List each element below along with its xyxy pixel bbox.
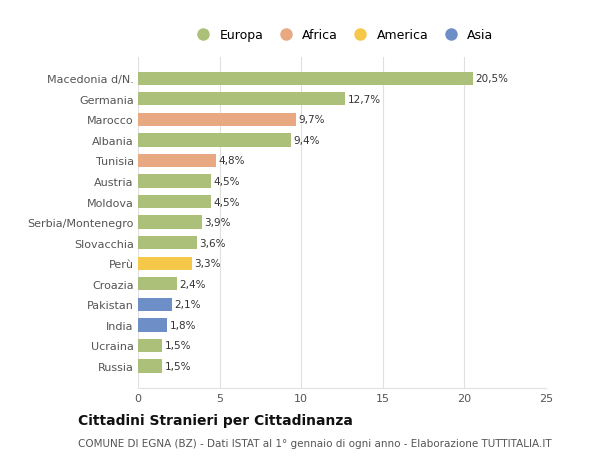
Bar [138,339,163,353]
Text: 3,3%: 3,3% [194,258,221,269]
Bar [138,319,167,332]
Bar [138,216,202,230]
Bar [138,154,217,168]
Text: 4,5%: 4,5% [214,197,241,207]
Bar [138,73,473,86]
Text: 4,5%: 4,5% [214,177,241,187]
Text: 20,5%: 20,5% [475,74,508,84]
Bar [138,113,296,127]
Text: 1,8%: 1,8% [170,320,196,330]
Text: 2,1%: 2,1% [175,300,201,310]
Text: 1,5%: 1,5% [165,361,191,371]
Text: 2,4%: 2,4% [179,279,206,289]
Legend: Europa, Africa, America, Asia: Europa, Africa, America, Asia [185,24,499,47]
Bar [138,236,197,250]
Text: 12,7%: 12,7% [348,95,381,105]
Bar [138,196,211,209]
Text: COMUNE DI EGNA (BZ) - Dati ISTAT al 1° gennaio di ogni anno - Elaborazione TUTTI: COMUNE DI EGNA (BZ) - Dati ISTAT al 1° g… [78,438,551,448]
Bar [138,93,345,106]
Text: 4,8%: 4,8% [219,156,245,166]
Text: 3,6%: 3,6% [199,238,226,248]
Text: 1,5%: 1,5% [165,341,191,351]
Text: 3,9%: 3,9% [204,218,230,228]
Text: 9,4%: 9,4% [294,135,320,146]
Text: Cittadini Stranieri per Cittadinanza: Cittadini Stranieri per Cittadinanza [78,414,353,428]
Bar [138,257,192,270]
Bar [138,134,292,147]
Bar [138,359,163,373]
Bar [138,175,211,188]
Bar [138,298,172,311]
Text: 9,7%: 9,7% [299,115,325,125]
Bar [138,278,177,291]
